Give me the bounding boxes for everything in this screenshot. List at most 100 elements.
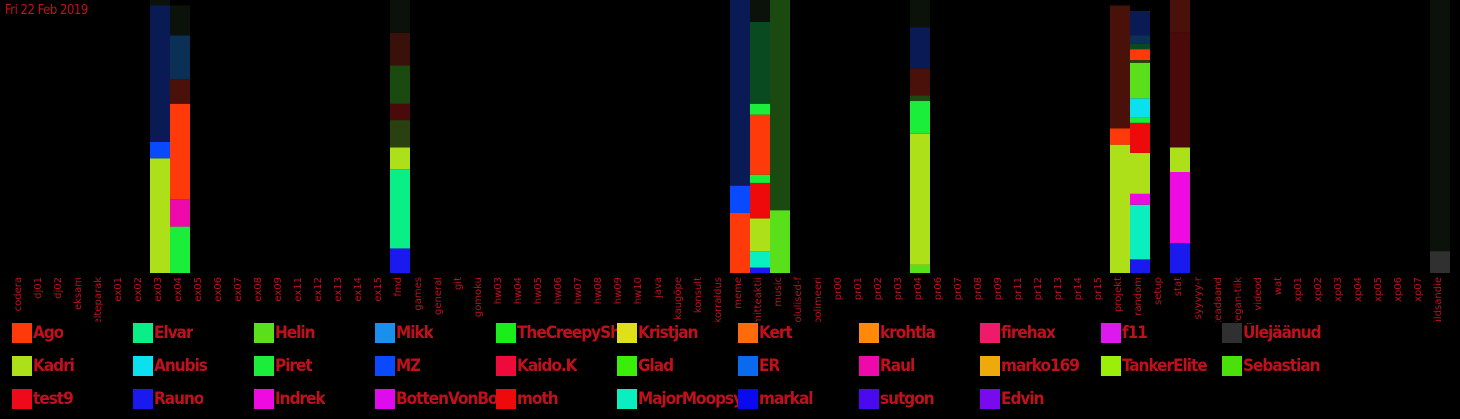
- category-label: teadaand: [1213, 277, 1224, 322]
- bar-segment-random: [1130, 117, 1150, 123]
- stacked-bar-chart: codera dj01 dj02 eksam elteparak ex01 ex02 ex03…: [13, 0, 1450, 322]
- bar-segment-ex03: [150, 5, 170, 142]
- category-label: pr06: [933, 277, 944, 300]
- category-label: ex13: [333, 277, 344, 302]
- legend-swatch: [496, 323, 516, 343]
- category-label: hw08: [593, 277, 604, 304]
- legend-swatch: [12, 389, 32, 409]
- category-label: random: [1133, 277, 1144, 316]
- category-label: xp05: [1373, 277, 1384, 302]
- legend-swatch: [1101, 356, 1121, 376]
- bar-segment-stat: [1170, 32, 1190, 148]
- legend-item: TankerElite: [1101, 355, 1207, 377]
- bar-segment-mitteaktiiv: [750, 174, 770, 183]
- legend-label: f11: [1122, 323, 1147, 343]
- legend-label: Kadri: [33, 356, 74, 376]
- category-label: konsult: [693, 277, 704, 313]
- legend-item: MZ: [375, 355, 420, 377]
- category-label: dj01: [33, 277, 44, 299]
- legend-label: Rauno: [154, 389, 204, 409]
- legend-label: Ülejäänud: [1243, 323, 1321, 343]
- legend-swatch: [738, 323, 758, 343]
- legend-item: Piret: [254, 355, 312, 377]
- legend-label: Anubis: [154, 356, 207, 376]
- legend-item: Kaido.K: [496, 355, 577, 377]
- legend-swatch: [980, 356, 1000, 376]
- category-label: pr12: [1033, 277, 1044, 300]
- bar-segment-ex03: [150, 158, 170, 273]
- legend-swatch: [859, 356, 879, 376]
- category-label: pr08: [973, 277, 984, 300]
- legend-swatch: [133, 323, 153, 343]
- legend-swatch: [133, 389, 153, 409]
- category-label: olulised-f: [793, 277, 804, 322]
- legend-swatch: [859, 323, 879, 343]
- bar-segment-random: [1130, 152, 1150, 194]
- date-label: Fri 22 Feb 2019: [5, 3, 88, 18]
- bar-segment-random: [1130, 49, 1150, 61]
- legend-swatch: [12, 356, 32, 376]
- bar-segment-mitteaktiiv: [750, 251, 770, 268]
- legend-label: Kert: [759, 323, 792, 343]
- legend-item: Kristjan: [617, 322, 698, 344]
- bar-segment-üldsandie: [1430, 251, 1450, 273]
- category-label: eksam: [73, 277, 84, 310]
- bar-segment-random: [1130, 35, 1150, 44]
- bar-segment-ex04: [170, 103, 190, 200]
- bar-segment-pr04: [910, 133, 930, 265]
- legend-item: markal: [738, 388, 813, 410]
- category-label: java: [653, 277, 664, 299]
- bar-segment-random: [1130, 10, 1150, 36]
- legend-swatch: [12, 323, 32, 343]
- category-label: kaugõpe: [673, 277, 684, 320]
- legend-item: MajorMoopsy: [617, 388, 738, 410]
- bar-segment-stat: [1170, 171, 1190, 243]
- bar-segment-random: [1130, 60, 1150, 63]
- category-label: pr13: [1053, 277, 1064, 300]
- bar-segment-pr04: [910, 95, 930, 102]
- category-label: vegan-tiik: [1233, 277, 1244, 322]
- bar-segment-mitteaktiiv: [750, 182, 770, 219]
- category-label: elteparak: [93, 277, 104, 322]
- legend-item: krohtla: [859, 322, 935, 344]
- legend-swatch: [859, 389, 879, 409]
- category-label: xp03: [1333, 277, 1344, 302]
- legend-item: Ülejäänud: [1222, 322, 1321, 344]
- legend-item: firehax: [980, 322, 1055, 344]
- category-label: ex04: [173, 277, 184, 302]
- legend-item: marko169: [980, 355, 1079, 377]
- category-label: ex07: [233, 277, 244, 302]
- legend-swatch: [617, 356, 637, 376]
- legend-swatch: [980, 389, 1000, 409]
- category-label: general: [433, 277, 444, 315]
- bar-segment-mitteaktiiv: [750, 21, 770, 104]
- category-label: pr02: [873, 277, 884, 300]
- category-label: korraldus: [713, 277, 724, 322]
- legend-label: moth: [517, 389, 558, 409]
- bar-segment-random: [1130, 193, 1150, 205]
- legend-swatch: [375, 356, 395, 376]
- category-label: fmd: [393, 277, 404, 297]
- bar-segment-fmd: [390, 0, 410, 33]
- bar-segment-üldsandie: [1430, 0, 1450, 252]
- category-label: hw10: [633, 277, 644, 304]
- legend-item: ER: [738, 355, 779, 377]
- category-label: ex05: [193, 277, 204, 302]
- category-label: syyvyy-r: [1193, 276, 1204, 319]
- category-label: projekt: [1113, 277, 1124, 312]
- bar-segment-random: [1130, 122, 1150, 153]
- category-label: codera: [13, 277, 24, 311]
- legend-label: markal: [759, 389, 813, 409]
- category-label: git: [453, 277, 464, 290]
- bar-segment-ex03: [150, 141, 170, 159]
- legend-swatch: [1101, 323, 1121, 343]
- bar-segment-fmd: [390, 103, 410, 121]
- legend-item: moth: [496, 388, 558, 410]
- category-label: xp06: [1393, 277, 1404, 302]
- legend-item: f11: [1101, 322, 1147, 344]
- bar-segment-random: [1130, 62, 1150, 99]
- category-label: hw07: [573, 277, 584, 304]
- bar-segment-random: [1130, 98, 1150, 118]
- category-label: hw03: [493, 277, 504, 304]
- bar-segment-random: [1130, 259, 1150, 273]
